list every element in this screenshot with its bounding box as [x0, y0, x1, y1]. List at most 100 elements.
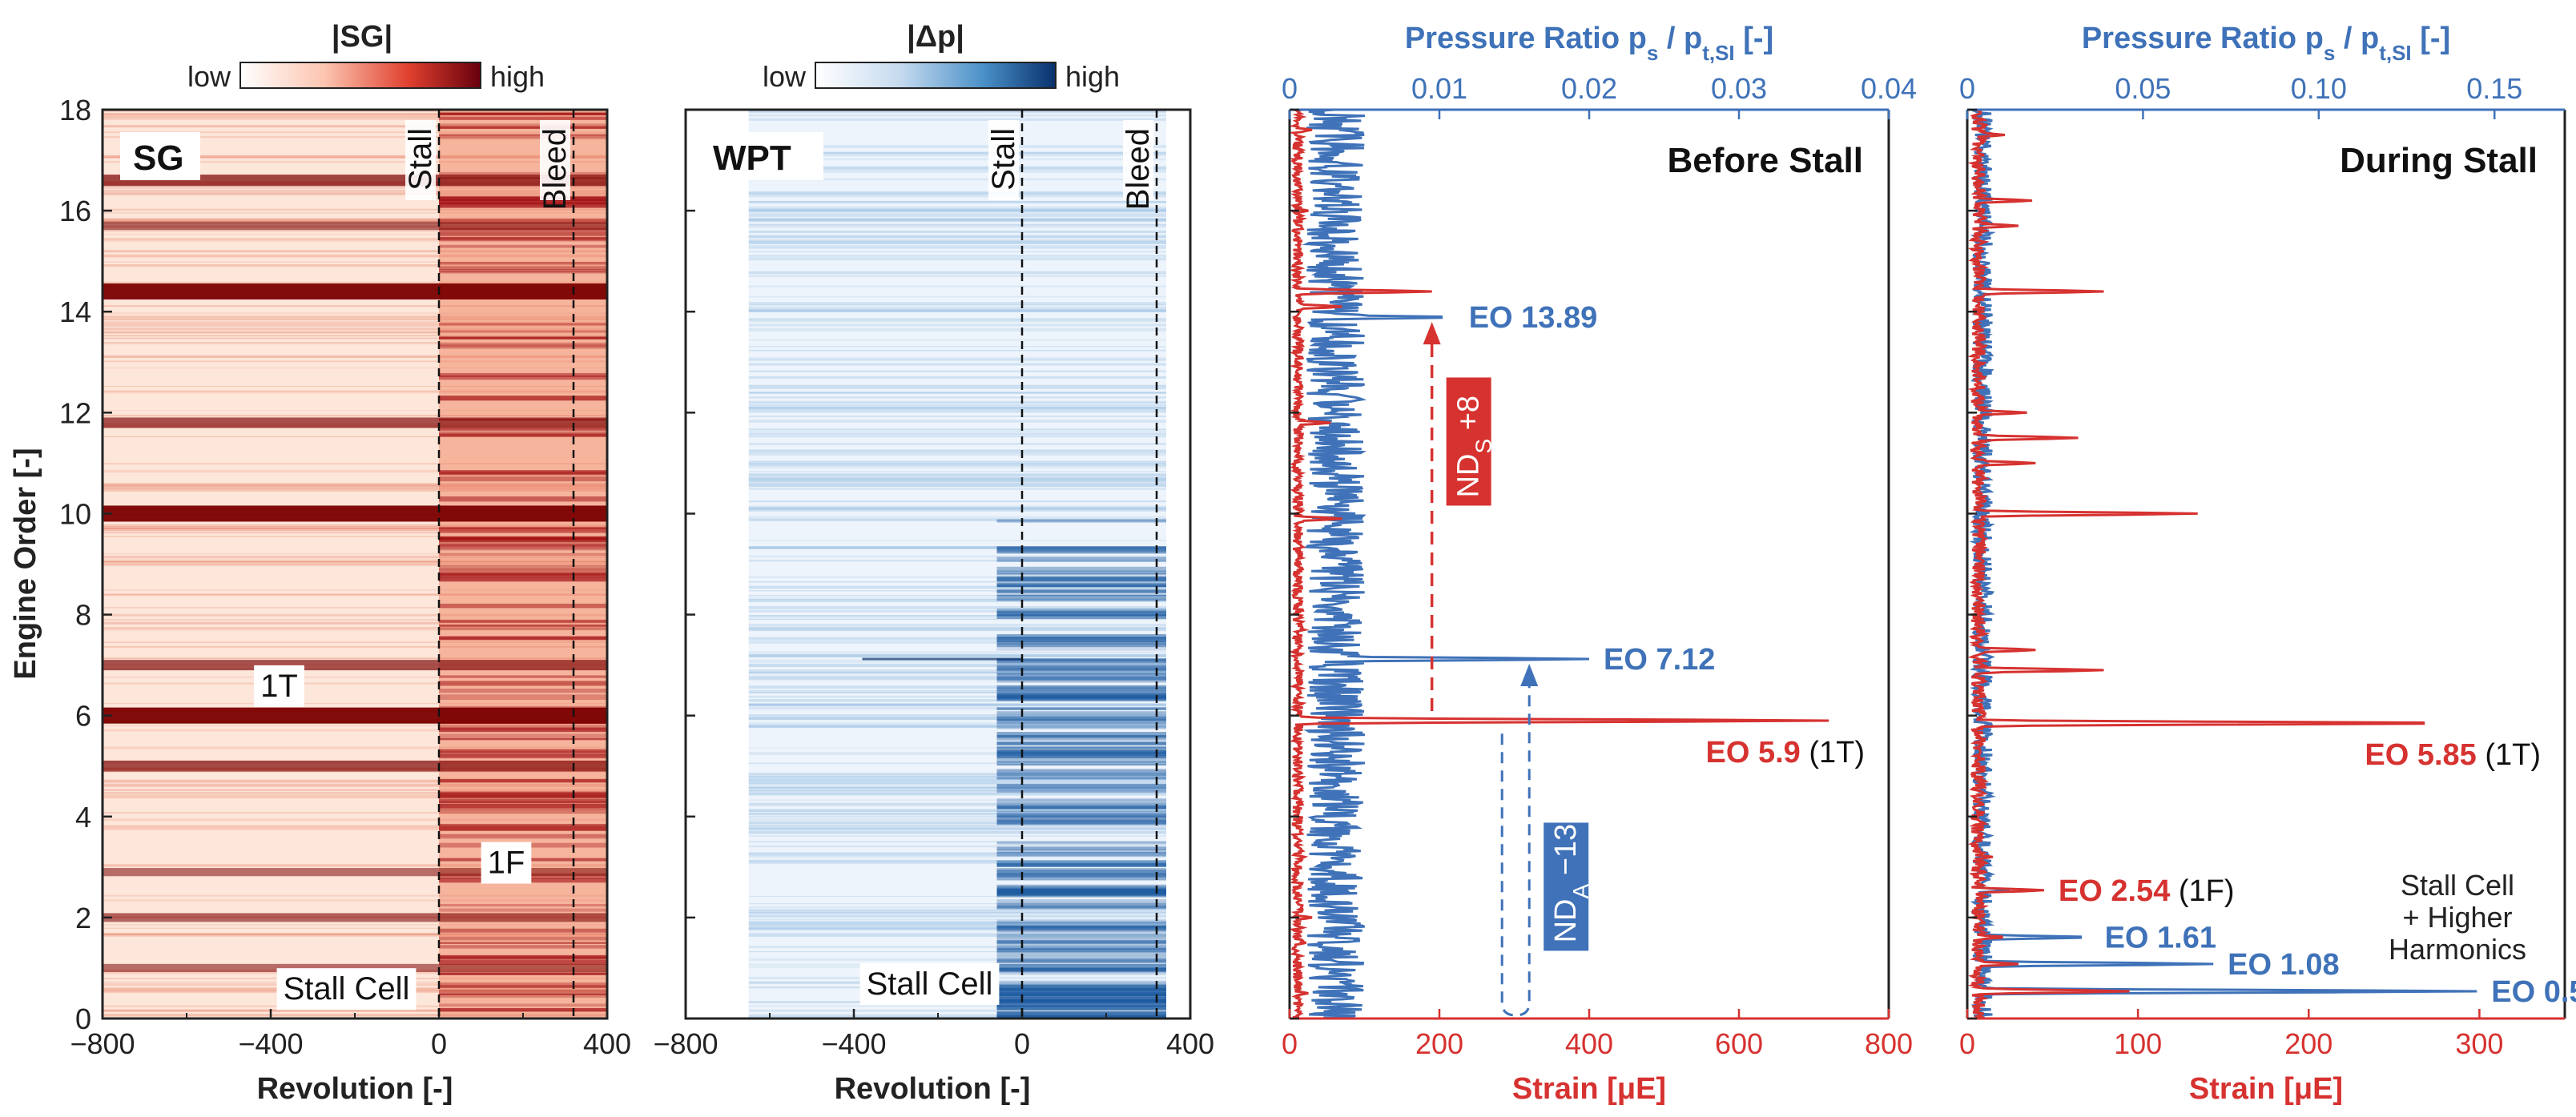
sg-noise-streak: [103, 556, 607, 559]
wpt-post-stall-streak: [996, 966, 1166, 968]
wpt-post-stall-streak: [996, 860, 1166, 866]
wpt-noise-streak: [748, 726, 1166, 729]
sg-noise-streak: [103, 194, 607, 196]
wpt-post-stall-streak: [996, 810, 1166, 813]
wpt-x-tick-label: 0: [1014, 1027, 1030, 1060]
sg-noise-streak: [103, 894, 607, 897]
sg-noise-streak: [103, 191, 607, 193]
bs-nd-label-box: [1544, 822, 1589, 951]
sg-post-stall-streak: [439, 936, 607, 941]
wpt-post-stall-streak: [996, 924, 1166, 927]
sg-annotation: Stall Cell: [284, 971, 410, 1007]
wpt-post-stall-streak: [996, 963, 1166, 969]
wpt-noise-streak: [748, 145, 1166, 148]
sg-marker-label-bg: [405, 120, 436, 200]
wpt-noise-streak: [748, 777, 1166, 781]
sg-annotation: 1F: [488, 846, 525, 881]
wpt-noise-streak: [748, 118, 1166, 121]
sg-y-tick-label: 4: [75, 801, 91, 834]
wpt-noise-streak: [748, 318, 1166, 322]
sg-noise-streak: [103, 771, 607, 773]
bs-pressure-series: [1302, 110, 1590, 1019]
sg-engine-order-band: [103, 283, 607, 299]
wpt-noise-streak: [748, 595, 1166, 597]
wpt-noise-streak: [748, 473, 1166, 476]
wpt-post-stall-streak: [996, 878, 1166, 881]
wpt-noise-streak: [748, 675, 1166, 678]
ds-peak-label: EO 5.85 (1T): [2365, 738, 2541, 772]
wpt-post-stall-streak: [996, 547, 1166, 552]
sg-noise-streak: [103, 219, 607, 223]
wpt-post-stall-streak: [996, 873, 1166, 876]
wpt-noise-streak: [748, 1015, 1166, 1019]
sg-post-stall-streak: [439, 126, 607, 130]
sg-x-tick-label: −800: [70, 1027, 135, 1060]
wpt-post-stall-streak: [996, 871, 1166, 877]
sg-event-markers: Stall Bleed: [403, 110, 575, 1019]
wpt-noise-streak: [748, 845, 1166, 848]
wpt-noise-streak: [748, 327, 1166, 331]
wpt-noise-streak: [748, 590, 1166, 592]
wpt-post-stall-streak: [996, 696, 1166, 699]
wpt-colorbar-gradient: [815, 62, 1057, 89]
wpt-post-stall-streak: [996, 999, 1166, 1003]
sg-noise-streak: [103, 933, 607, 935]
sg-noise-streak: [103, 561, 607, 563]
wpt-noise-streak: [748, 663, 1166, 665]
sg-noise-streak: [103, 324, 607, 327]
sg-y-tick-label: 14: [59, 295, 91, 328]
sg-post-stall-streak: [439, 569, 607, 574]
wpt-post-stall-streak: [996, 691, 1166, 697]
wpt-post-stall-streak: [996, 673, 1166, 678]
sg-noise-streak: [103, 156, 607, 159]
sg-noise-streak: [103, 414, 607, 417]
wpt-noise-streak: [748, 400, 1166, 404]
sg-noise-streak: [103, 864, 607, 866]
wpt-post-stall-streak: [996, 983, 1166, 986]
wpt-noise-streak: [748, 752, 1166, 755]
bs-nd-label: NDS +8: [1452, 396, 1496, 497]
bs-peak-label-value: EO 5.9: [1705, 736, 1800, 769]
wpt-noise-streak: [748, 934, 1166, 935]
wpt-noise-streak: [748, 783, 1166, 785]
sg-post-stall-streak: [439, 573, 607, 577]
sg-post-stall-streak: [439, 471, 607, 475]
ds-top-tick-label: 0.15: [2466, 72, 2522, 105]
wpt-noise-streak: [748, 714, 1166, 717]
wpt-noise-streak: [748, 275, 1166, 277]
wpt-noise-streak: [748, 912, 1166, 914]
wpt-post-stall-streak: [996, 732, 1166, 736]
wpt-noise-streak: [748, 852, 1166, 855]
wpt-post-stall-streak: [996, 548, 1166, 554]
sg-noise-streak: [103, 327, 607, 331]
wpt-noise-streak: [748, 507, 1166, 510]
sg-noise-streak: [103, 484, 607, 487]
wpt-colorbar-title: |Δp|: [907, 20, 964, 54]
wpt-panel-label: WPT: [713, 139, 791, 178]
sg-noise-streak: [103, 702, 607, 705]
wpt-marker-label: Stall: [986, 128, 1021, 191]
sg-post-stall-streak: [439, 956, 607, 958]
sg-noise-streak: [103, 238, 607, 240]
wpt-noise-streak: [748, 829, 1166, 830]
wpt-post-stall-streak: [996, 902, 1166, 906]
sg-post-stall-streak: [439, 972, 607, 975]
sg-noise-streak: [103, 779, 607, 781]
wpt-noise-streak: [748, 951, 1166, 953]
wpt-noise-streak: [748, 677, 1166, 681]
wpt-noise-streak: [748, 724, 1166, 728]
wpt-post-stall-streak: [996, 777, 1166, 780]
sg-y-tick-label: 12: [59, 396, 91, 429]
sg-noise-streak: [103, 818, 607, 822]
wpt-noise-streak: [748, 210, 1166, 212]
wpt-post-stall-streak: [996, 760, 1166, 764]
wpt-data-region: [748, 110, 1166, 1019]
wpt-noise-streak: [748, 691, 1166, 693]
during-stall-peak-labels: EO 5.85 (1T) EO 2.54 (1F) EO 1.61 EO 1.08 EO…: [2059, 738, 2576, 1009]
wpt-post-stall-streak: [996, 546, 1166, 548]
sg-noise-streak: [103, 281, 607, 283]
sg-noise-streak: [103, 864, 607, 868]
bs-top-tick-label: 0.03: [1711, 72, 1767, 105]
sg-post-stall-streak: [439, 973, 607, 975]
sg-marker-label-bg: [540, 120, 570, 200]
